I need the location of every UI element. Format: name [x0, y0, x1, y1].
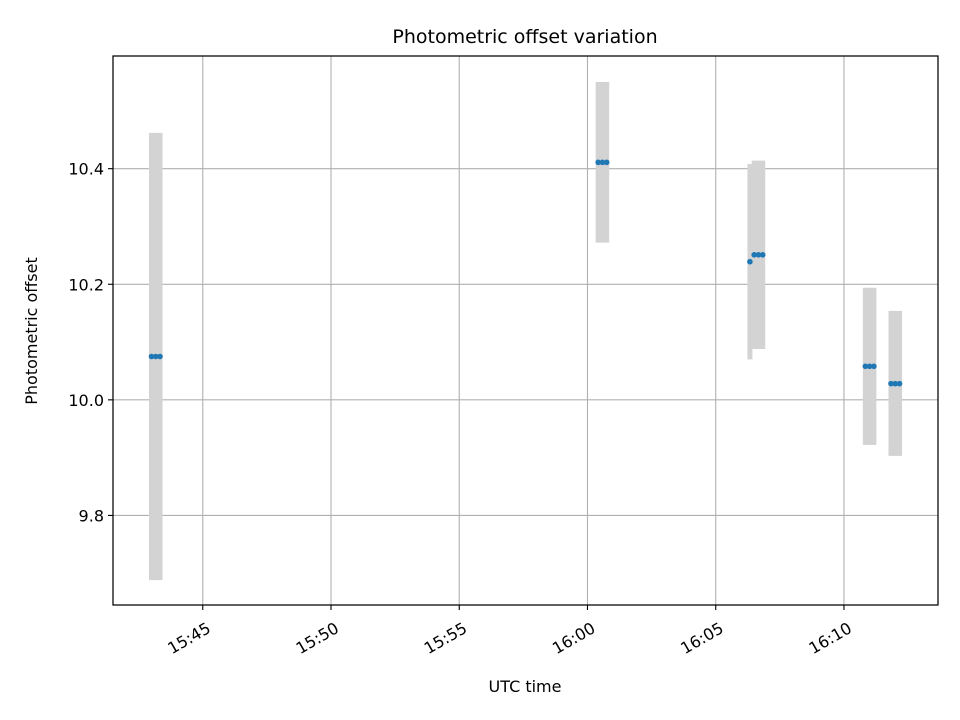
data-point: [866, 363, 873, 370]
data-points: [148, 159, 903, 387]
y-tick-label: 10.4: [68, 160, 104, 179]
y-tick-label: 10.2: [68, 275, 104, 294]
y-tick-label: 10.0: [68, 391, 104, 410]
data-point: [751, 251, 757, 258]
data-point: [892, 380, 899, 387]
data-point: [152, 353, 159, 360]
grid-lines: [113, 56, 938, 605]
data-point: [157, 353, 163, 360]
data-point: [862, 363, 869, 370]
x-axis-label: UTC time: [489, 677, 562, 696]
data-point: [595, 159, 601, 166]
data-point: [896, 380, 903, 387]
data-point: [603, 159, 610, 166]
data-point: [888, 380, 894, 387]
data-point: [755, 251, 762, 258]
data-point: [148, 353, 155, 360]
y-tick-label: 9.8: [79, 506, 104, 525]
y-axis-label: Photometric offset: [22, 257, 41, 405]
y-axis-ticks: 9.8 10.0 10.2 10.4: [68, 160, 113, 525]
data-point: [759, 251, 766, 258]
data-point: [599, 159, 606, 166]
data-point: [747, 258, 753, 265]
plot-area-frame: [112, 55, 939, 606]
data-point: [871, 363, 877, 370]
chart-title: Photometric offset variation: [392, 26, 657, 48]
